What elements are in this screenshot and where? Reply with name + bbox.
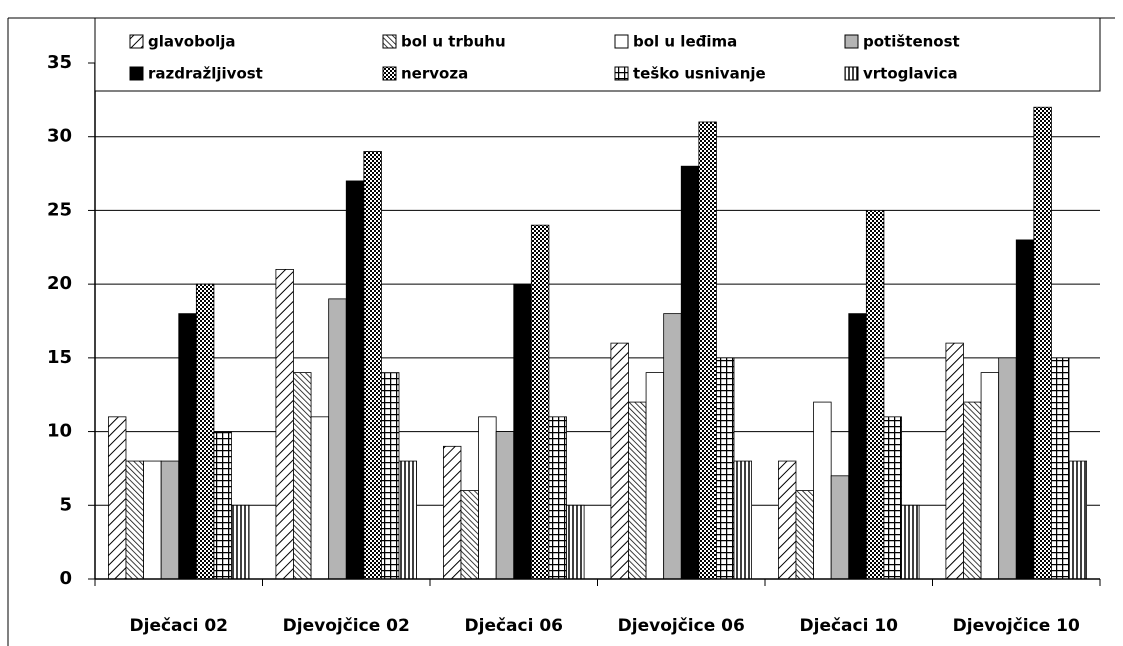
legend-marker: [129, 34, 144, 49]
bar: [1015, 239, 1035, 580]
bar: [460, 490, 479, 580]
bar: [478, 416, 497, 580]
bar: [980, 372, 1000, 580]
legend-label: bol u trbuhu: [401, 33, 506, 51]
bar: [178, 313, 197, 580]
y-tick-label: 20: [47, 273, 72, 294]
legend-marker: [844, 34, 859, 49]
bar: [963, 401, 982, 580]
bar: [125, 460, 144, 580]
bar: [363, 151, 382, 580]
bar: [310, 416, 330, 580]
bar: [628, 401, 647, 580]
bar: [548, 416, 567, 580]
legend-label: potištenost: [863, 33, 960, 51]
y-tick-label: 25: [47, 199, 72, 220]
x-tick-label: Djevojčice 02: [283, 616, 410, 636]
bar: [663, 313, 682, 580]
bar: [848, 313, 867, 580]
x-tick-label: Djevojčice 06: [618, 616, 745, 636]
bar: [381, 372, 400, 580]
bar: [716, 357, 735, 580]
bar: [275, 268, 294, 580]
x-tick-label: Dječaci 06: [465, 616, 564, 636]
legend-marker: [129, 66, 144, 81]
bar: [733, 460, 753, 580]
x-tick-label: Dječaci 10: [800, 616, 899, 636]
y-tick-label: 5: [59, 494, 72, 515]
bar: [1033, 106, 1052, 580]
bar: [530, 224, 550, 580]
legend-marker: [614, 66, 629, 81]
bar: [813, 401, 832, 580]
y-tick-label: 0: [59, 568, 72, 589]
bar: [293, 372, 312, 580]
legend-marker: [382, 66, 397, 81]
bar: [213, 431, 232, 580]
bar: [195, 283, 215, 580]
bar: [680, 165, 700, 580]
bar: [328, 298, 347, 580]
bar: [945, 342, 964, 580]
bar: [345, 180, 365, 580]
legend-marker: [614, 34, 629, 49]
y-tick-label: 35: [47, 52, 72, 73]
bar: [830, 475, 850, 580]
bar: [108, 416, 127, 580]
y-tick-label: 30: [47, 126, 72, 147]
bar: [610, 342, 629, 580]
y-tick-label: 10: [47, 421, 72, 442]
bar: [998, 357, 1017, 580]
bar: [1068, 460, 1087, 580]
legend-label: razdražljivost: [148, 65, 263, 83]
bar: [1051, 357, 1070, 580]
legend-box: [94, 17, 1101, 92]
legend-label: nervoza: [401, 65, 468, 83]
bar: [901, 504, 920, 580]
bar: [883, 416, 902, 580]
bar: [513, 283, 532, 580]
legend-marker: [382, 34, 397, 49]
bar: [645, 372, 665, 580]
legend-label: teško usnivanje: [633, 65, 766, 83]
x-tick-label: Dječaci 02: [130, 616, 229, 636]
legend-marker: [844, 66, 859, 81]
legend-label: bol u leđima: [633, 33, 737, 51]
y-tick-label: 15: [47, 347, 72, 368]
bar: [160, 460, 180, 580]
bar: [143, 460, 162, 580]
bar: [865, 210, 885, 580]
x-tick-label: Djevojčice 10: [953, 616, 1080, 636]
bar: [231, 504, 250, 580]
bar: [442, 445, 462, 580]
bar: [398, 460, 418, 580]
bar: [495, 431, 515, 580]
bar: [795, 490, 814, 580]
legend-label: glavobolja: [148, 33, 236, 51]
bar: [778, 460, 797, 580]
bar: [698, 121, 717, 580]
legend-label: vrtoglavica: [863, 65, 958, 83]
bar: [566, 504, 585, 580]
